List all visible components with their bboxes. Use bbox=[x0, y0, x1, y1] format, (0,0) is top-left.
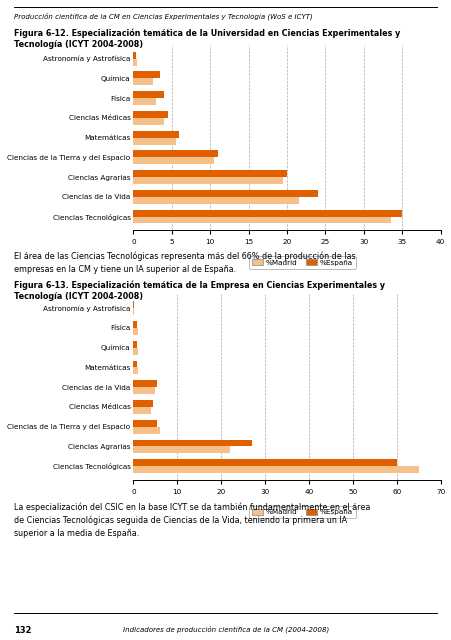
Bar bbox=[133, 407, 151, 414]
Bar bbox=[133, 78, 152, 85]
Bar bbox=[133, 360, 137, 367]
Bar bbox=[133, 157, 214, 164]
Bar bbox=[133, 301, 134, 308]
Bar bbox=[133, 59, 137, 65]
Bar bbox=[133, 427, 159, 434]
Bar bbox=[133, 380, 157, 387]
Bar bbox=[133, 92, 164, 98]
Bar bbox=[133, 98, 156, 105]
Bar bbox=[133, 111, 168, 118]
Bar bbox=[133, 210, 401, 216]
Bar bbox=[133, 440, 251, 447]
Bar bbox=[133, 308, 134, 315]
Bar bbox=[133, 400, 153, 407]
Bar bbox=[133, 170, 286, 177]
Bar bbox=[133, 150, 217, 157]
Bar bbox=[133, 321, 137, 328]
Bar bbox=[133, 138, 175, 145]
Bar bbox=[133, 118, 164, 125]
Bar bbox=[133, 52, 135, 59]
Bar bbox=[133, 460, 396, 466]
Bar bbox=[133, 177, 282, 184]
Bar bbox=[133, 447, 230, 453]
Text: Indicadores de producción científica de la CM (2004-2008): Indicadores de producción científica de … bbox=[123, 626, 328, 634]
Bar bbox=[133, 328, 138, 335]
Bar bbox=[133, 72, 160, 78]
Bar bbox=[133, 190, 317, 197]
Bar bbox=[133, 340, 137, 348]
Bar bbox=[133, 420, 157, 427]
Text: La especialización del CSIC en la base ICYT se da también fundamentalmente en el: La especialización del CSIC en la base I… bbox=[14, 502, 369, 538]
Bar bbox=[133, 387, 155, 394]
Legend: %Madrid, %España: %Madrid, %España bbox=[249, 506, 355, 518]
Bar bbox=[133, 367, 138, 374]
Bar bbox=[133, 131, 179, 138]
Text: Producción científica de la CM en Ciencias Experimentales y Tecnología (WoS e IC: Producción científica de la CM en Cienci… bbox=[14, 13, 312, 20]
Legend: %Madrid, %España: %Madrid, %España bbox=[249, 256, 355, 269]
Bar bbox=[133, 197, 298, 204]
Text: Figura 6-13. Especialización temática de la Empresa en Ciencias Experimentales y: Figura 6-13. Especialización temática de… bbox=[14, 280, 384, 301]
Bar bbox=[133, 216, 390, 223]
Text: Figura 6-12. Especialización temática de la Universidad en Ciencias Experimental: Figura 6-12. Especialización temática de… bbox=[14, 29, 399, 49]
Bar bbox=[133, 348, 138, 355]
Bar bbox=[133, 466, 418, 473]
Text: 132: 132 bbox=[14, 626, 31, 635]
Text: El área de las Ciencias Tecnológicas representa más del 66% de la producción de : El área de las Ciencias Tecnológicas rep… bbox=[14, 252, 354, 273]
